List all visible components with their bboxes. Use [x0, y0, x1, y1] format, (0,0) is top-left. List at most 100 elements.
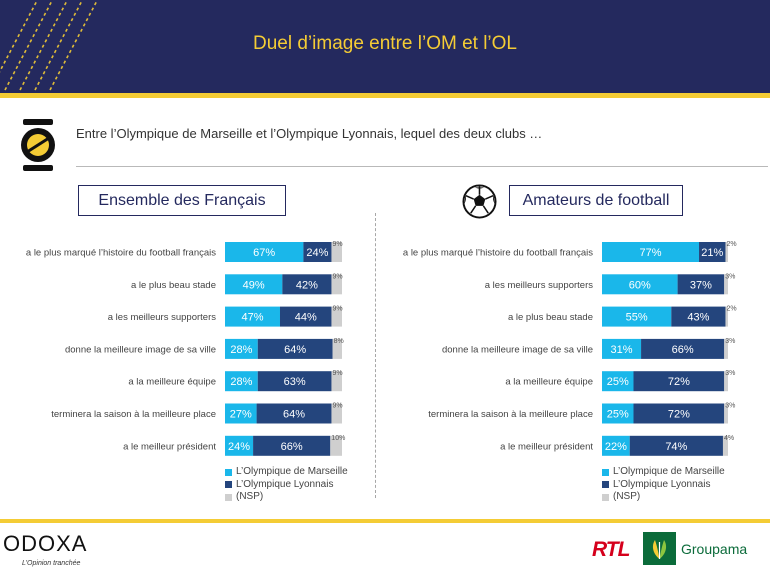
speech-bubble-icon — [21, 119, 55, 171]
legend-label-nsp: (NSP) — [236, 491, 264, 502]
legend-right: L’Olympique de Marseille L’Olympique Lyo… — [602, 466, 725, 504]
odoxa-tagline: L’Opinion tranchée — [22, 560, 81, 567]
legend-item-om: L’Olympique de Marseille — [602, 466, 725, 479]
nsp-value-label: 3% — [725, 338, 735, 345]
nsp-value-label: 2% — [726, 306, 736, 313]
bar-value-label: 72% — [668, 409, 690, 421]
bar-value-label: 63% — [284, 376, 306, 388]
bar-value-label: 49% — [243, 279, 265, 291]
category-label: a la meilleure équipe — [128, 377, 216, 388]
legend-label-ol: L’Olympique Lyonnais — [613, 478, 711, 490]
bar-segment — [331, 306, 342, 327]
category-label: a le plus marqué l’histoire du football … — [403, 248, 593, 259]
bar-segment — [331, 371, 342, 392]
bar-value-label: 55% — [626, 312, 648, 324]
bar-segment — [225, 306, 280, 327]
bar-value-label: 22% — [605, 441, 627, 453]
panel-title-left: Ensemble des Français — [78, 185, 286, 216]
bar-value-label: 44% — [295, 312, 317, 324]
bar-value-label: 28% — [230, 344, 252, 356]
bar-segment — [225, 274, 283, 295]
groupama-leaf-icon — [643, 532, 676, 565]
legend-swatch-nsp — [602, 493, 609, 501]
nsp-value-label: 9% — [332, 306, 342, 313]
legend-left: L’Olympique de Marseille L’Olympique Lyo… — [225, 466, 348, 504]
bar-value-label: 37% — [690, 279, 712, 291]
bar-value-label: 64% — [283, 409, 305, 421]
nsp-value-label: 10% — [331, 435, 345, 442]
legend-label-nsp: (NSP) — [613, 491, 641, 502]
bar-segment — [602, 242, 700, 262]
bar-segment — [724, 403, 728, 424]
category-label: a les meilleurs supporters — [485, 280, 593, 291]
legend-swatch-ol — [602, 481, 609, 489]
bar-segment — [332, 338, 342, 359]
bar-segment — [225, 435, 254, 456]
nsp-value-label: 4% — [724, 435, 734, 442]
bar-segment — [724, 371, 728, 392]
bar-value-label: 47% — [241, 312, 263, 324]
bar-segment — [602, 403, 634, 424]
category-label: a le plus marqué l’histoire du football … — [26, 248, 216, 259]
footer-accent-stripe — [0, 519, 770, 523]
nsp-value-label: 8% — [334, 338, 344, 345]
bar-segment — [602, 435, 630, 456]
bar-segment — [282, 274, 332, 295]
nsp-value-label: 2% — [726, 241, 736, 248]
legend-item-om: L’Olympique de Marseille — [225, 466, 348, 479]
question-divider — [76, 166, 768, 167]
bar-value-label: 66% — [281, 441, 303, 453]
bar-value-label: 21% — [701, 247, 723, 259]
bar-value-label: 74% — [665, 441, 687, 453]
category-label: terminera la saison à la meilleure place — [51, 409, 216, 420]
nsp-value-label: 3% — [725, 370, 735, 377]
question-text: Entre l’Olympique de Marseille et l’Olym… — [76, 126, 543, 141]
nsp-value-label: 9% — [332, 273, 342, 280]
bar-value-label: 42% — [296, 279, 318, 291]
bar-segment — [602, 371, 634, 392]
bar-segment — [629, 435, 723, 456]
bar-value-label: 72% — [668, 376, 690, 388]
bar-segment — [225, 403, 257, 424]
bar-segment — [225, 371, 258, 392]
category-label: terminera la saison à la meilleure place — [428, 409, 593, 420]
category-label: a le meilleur président — [123, 441, 216, 452]
header-banner: Duel d’image entre l’OM et l’OL — [0, 0, 770, 93]
bar-value-label: 60% — [629, 279, 651, 291]
nsp-value-label: 9% — [332, 241, 342, 248]
bar-segment — [253, 435, 331, 456]
bar-segment — [303, 242, 332, 262]
category-label: a la meilleure équipe — [505, 377, 593, 388]
bar-value-label: 77% — [639, 247, 661, 259]
bar-segment — [724, 274, 728, 295]
category-label: donne la meilleure image de sa ville — [65, 344, 216, 355]
bar-segment — [699, 242, 726, 262]
header-accent-stripe — [0, 93, 770, 98]
bar-segment — [602, 338, 642, 359]
legend-item-ol: L’Olympique Lyonnais — [602, 479, 725, 492]
legend-label-ol: L’Olympique Lyonnais — [236, 478, 334, 490]
bar-value-label: 25% — [607, 376, 629, 388]
bar-segment — [279, 306, 332, 327]
bar-value-label: 27% — [230, 409, 252, 421]
bar-segment — [257, 338, 333, 359]
legend-swatch-ol — [225, 481, 232, 489]
bar-segment — [633, 371, 725, 392]
panel-divider — [375, 213, 376, 498]
category-label: a les meilleurs supporters — [108, 312, 216, 323]
bar-value-label: 67% — [253, 247, 275, 259]
bar-segment — [331, 274, 342, 295]
bar-segment — [641, 338, 725, 359]
nsp-value-label: 3% — [725, 403, 735, 410]
bar-segment — [633, 403, 725, 424]
bar-segment — [331, 242, 342, 262]
bar-value-label: 64% — [284, 344, 306, 356]
bar-segment — [330, 435, 342, 456]
bar-value-label: 66% — [672, 344, 694, 356]
bar-segment — [257, 371, 332, 392]
legend-swatch-om — [602, 468, 609, 476]
category-label: a le meilleur président — [500, 441, 593, 452]
bar-segment — [331, 403, 342, 424]
bar-segment — [256, 403, 332, 424]
bar-segment — [225, 338, 258, 359]
